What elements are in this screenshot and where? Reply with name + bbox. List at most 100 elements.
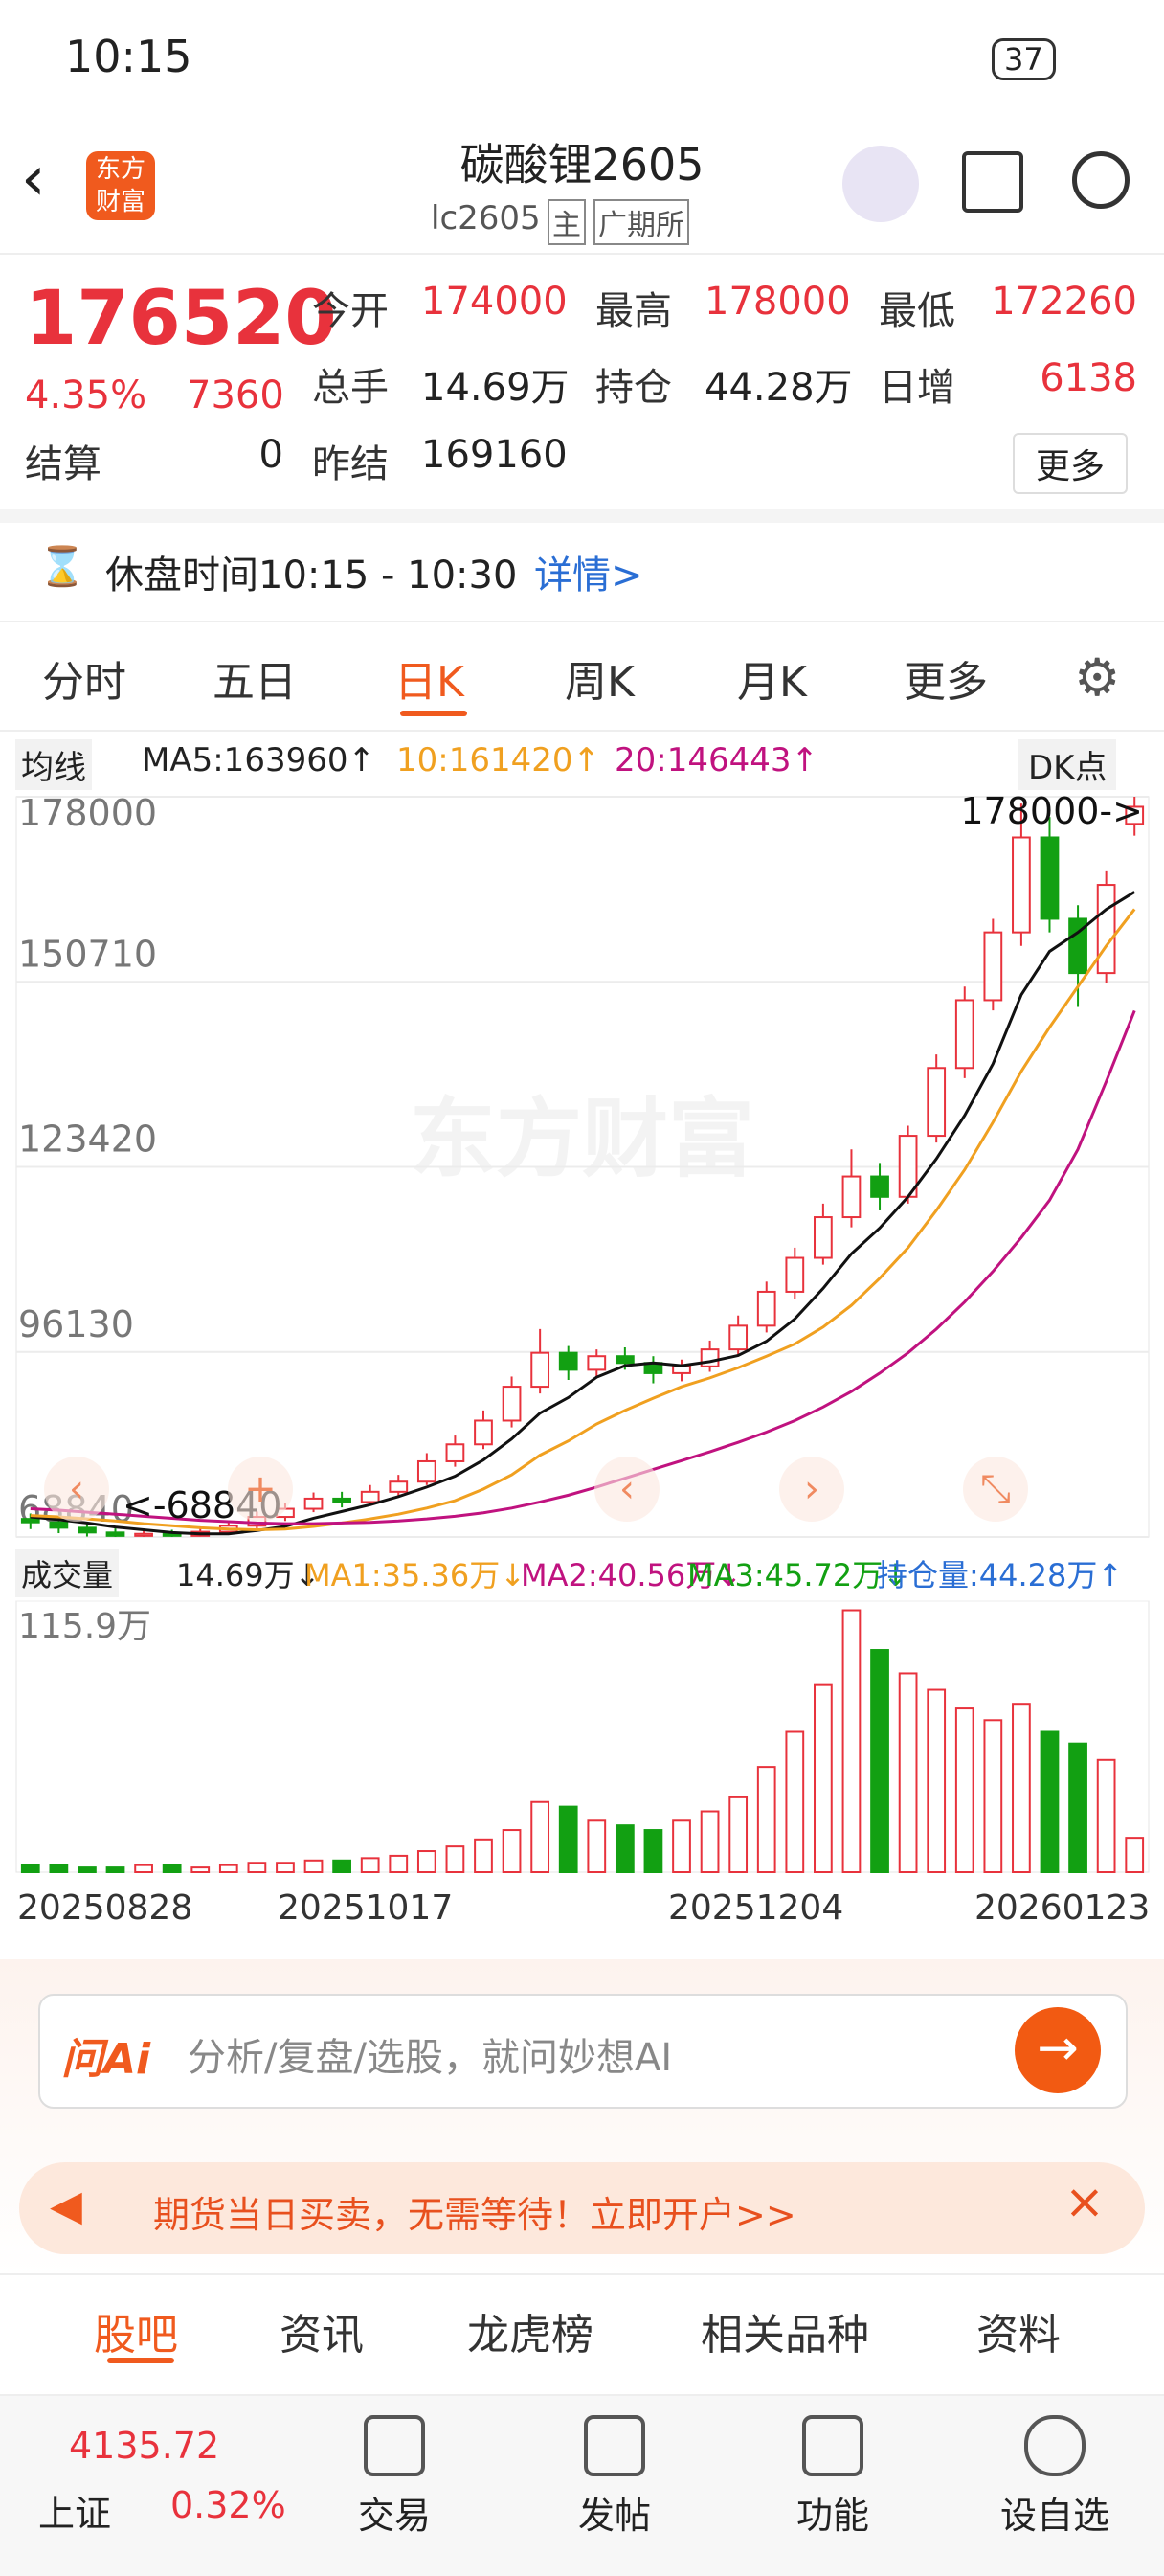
tab[interactable]: 更多 xyxy=(904,658,988,707)
volume-bar xyxy=(303,1859,324,1874)
settings-icon[interactable]: ⚙ xyxy=(1074,647,1121,708)
candle-body xyxy=(416,1459,436,1483)
candle-body xyxy=(332,1497,351,1503)
field-label: 结算 xyxy=(25,442,101,486)
section-tab[interactable]: 股吧 xyxy=(94,2311,178,2360)
change-pct: 4.35% xyxy=(25,373,147,418)
candle-body xyxy=(530,1351,550,1389)
divider xyxy=(0,509,1164,523)
chart-button-icon: ‹ xyxy=(619,1467,635,1511)
volume-bar xyxy=(134,1864,153,1873)
candle-body xyxy=(1040,836,1060,920)
tab[interactable]: 周K xyxy=(565,658,635,707)
candle-body xyxy=(615,1355,635,1365)
section-tab[interactable]: 资料 xyxy=(976,2311,1061,2360)
volume-bar xyxy=(898,1672,918,1874)
section-tab[interactable]: 相关品种 xyxy=(701,2311,869,2360)
tab[interactable]: 月K xyxy=(737,658,807,707)
candle-body xyxy=(78,1526,97,1534)
volume-bar xyxy=(416,1850,436,1874)
candle-body xyxy=(927,1067,947,1138)
share-icon[interactable] xyxy=(962,151,1023,213)
volume-bar xyxy=(983,1719,1003,1874)
tab-underline xyxy=(107,2358,174,2363)
candle-body xyxy=(814,1216,833,1259)
candle-body xyxy=(954,999,974,1070)
banner-close[interactable]: × xyxy=(1064,2174,1105,2229)
nav-icon[interactable] xyxy=(1024,2415,1086,2476)
ai-input[interactable] xyxy=(38,1994,1128,2109)
volume-bar xyxy=(700,1810,720,1874)
ai-avatar[interactable] xyxy=(842,146,919,222)
candle-body xyxy=(20,1518,40,1524)
volume-bar xyxy=(814,1683,833,1873)
volume-bar xyxy=(756,1766,776,1874)
tab[interactable]: 五日 xyxy=(213,658,297,707)
search-icon[interactable] xyxy=(1072,151,1130,209)
y-tick-label: 123420 xyxy=(18,1119,157,1161)
volume-bar xyxy=(445,1845,465,1873)
ai-placeholder: 分析/复盘/选股，就问妙想AI xyxy=(188,2036,673,2080)
field-value: 174000 xyxy=(421,280,568,324)
volume-bar xyxy=(1068,1742,1087,1874)
nav-item[interactable]: 发帖 xyxy=(577,2495,651,2537)
field-value: 178000 xyxy=(705,280,851,324)
index-value: 4135.72 xyxy=(69,2425,220,2467)
volume-bar xyxy=(389,1854,409,1874)
tab[interactable]: 日K xyxy=(394,658,464,707)
ai-logo: 问Ai xyxy=(61,2035,151,2084)
max-label: 178000-> xyxy=(960,790,1143,832)
volume-bar xyxy=(78,1866,97,1873)
candle-body xyxy=(785,1256,805,1293)
more-button[interactable]: 更多 xyxy=(1013,433,1129,494)
field-value: 169160 xyxy=(421,433,568,477)
candle-body xyxy=(1012,836,1031,934)
tab-underline xyxy=(400,711,467,716)
nav-item[interactable]: 功能 xyxy=(795,2495,869,2537)
volume-bar xyxy=(360,1857,380,1874)
nav-item[interactable]: 交易 xyxy=(357,2495,431,2537)
back-button[interactable]: ‹ xyxy=(21,144,46,215)
details-link[interactable]: 详情> xyxy=(534,554,643,598)
index-name: 上证 xyxy=(38,2493,112,2535)
price: 176520 xyxy=(25,276,337,362)
volume-bar xyxy=(587,1819,607,1873)
field-value: 44.28万 xyxy=(705,366,853,410)
field-label: 最高 xyxy=(595,289,672,333)
chart-button-icon: › xyxy=(804,1467,819,1511)
nav-icon[interactable] xyxy=(364,2415,425,2476)
ai-send[interactable]: → xyxy=(1015,2007,1101,2093)
banner[interactable] xyxy=(19,2162,1145,2254)
ma-selector[interactable]: 均线 xyxy=(15,739,92,790)
ma-line xyxy=(30,1009,1136,1525)
field-label: 最低 xyxy=(879,289,955,333)
section-tab[interactable]: 龙虎榜 xyxy=(467,2311,593,2360)
oi-legend: 持仓量:44.28万↑ xyxy=(877,1557,1124,1593)
y-tick-label: 115.9万 xyxy=(18,1607,151,1646)
status-time: 10:15 xyxy=(65,31,192,82)
volume-selector[interactable]: 成交量 xyxy=(15,1549,120,1597)
candle-body xyxy=(1068,917,1087,975)
watermark: 东方财富 xyxy=(410,1089,754,1189)
divider xyxy=(0,730,1164,732)
candle-body xyxy=(49,1521,69,1529)
nav-icon[interactable] xyxy=(802,2415,863,2476)
ma10-legend: 10:161420↑ xyxy=(396,741,600,780)
break-notice: 休盘时间10:15 - 10:30 xyxy=(105,554,518,598)
nav-item[interactable]: 设自选 xyxy=(999,2495,1109,2537)
y-tick-label: 178000 xyxy=(18,792,157,834)
nav-icon[interactable] xyxy=(584,2415,645,2476)
candle-body xyxy=(502,1386,522,1422)
vol-ma1: MA1:35.36万↓ xyxy=(304,1557,526,1593)
volume-bar xyxy=(105,1866,125,1873)
vol-ma3: MA3:45.72万↓ xyxy=(687,1557,909,1593)
section-tab[interactable]: 资讯 xyxy=(280,2311,364,2360)
candle-body xyxy=(983,931,1003,1002)
dk-button[interactable]: DK点 xyxy=(1018,739,1117,790)
tab[interactable]: 分时 xyxy=(42,658,126,707)
volume-bar xyxy=(530,1800,550,1873)
volume-bar xyxy=(218,1864,238,1873)
volume-bar xyxy=(1040,1730,1060,1873)
